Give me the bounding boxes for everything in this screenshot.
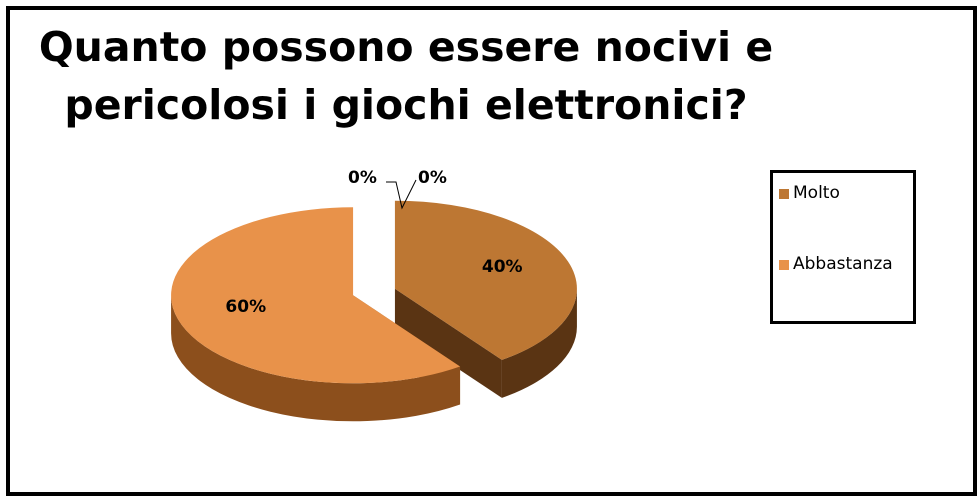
chart-legend: Molto Abbastanza	[770, 170, 916, 324]
legend-label-abbastanza: Abbastanza	[793, 254, 893, 274]
data-label-abbastanza: 60%	[225, 297, 266, 317]
legend-item-molto: Molto	[779, 182, 909, 205]
slice-wall-molto	[394, 288, 502, 398]
legend-swatch-abbastanza	[779, 260, 789, 270]
chart-title-line-2: pericolosi i giochi elettronici?	[64, 81, 748, 129]
slice-top-abbastanza	[171, 207, 461, 384]
slice-side-abbastanza-0	[171, 295, 461, 422]
data-label-zero-2: 0%	[418, 168, 447, 188]
data-label-molto: 40%	[482, 257, 523, 277]
slice-top-molto	[394, 200, 577, 360]
chart-title-line-1: Quanto possono essere nocivi e	[38, 23, 774, 71]
chart-title: Quanto possono essere nocivi e pericolos…	[6, 18, 806, 134]
data-label-zero-1: 0%	[348, 168, 377, 188]
pie-slices	[171, 200, 577, 422]
legend-item-abbastanza: Abbastanza	[779, 253, 909, 276]
slice-side-molto-0	[501, 288, 577, 398]
leader-line	[386, 179, 417, 210]
legend-label-molto: Molto	[793, 183, 840, 203]
legend-swatch-molto	[779, 189, 789, 199]
